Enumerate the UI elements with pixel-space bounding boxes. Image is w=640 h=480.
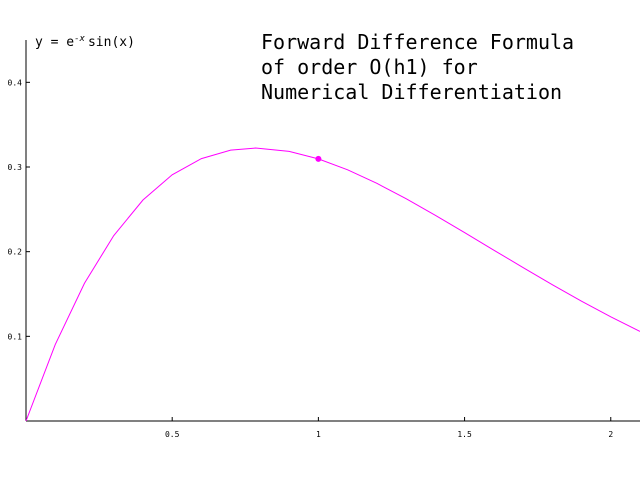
y-tick-label: 0.1 [8,332,23,341]
x-tick-label: 1.5 [457,430,472,439]
x-tick-label: 0.5 [165,430,180,439]
title-line-3: Numerical Differentiation [261,80,562,104]
function-label: y = e-x sin(x) [35,34,135,50]
function-label-exponent: -x [74,34,85,44]
function-label-rhs: sin(x) [88,35,135,50]
x-tick-label: 1 [316,430,321,439]
title-line-1: Forward Difference Formula [261,30,574,54]
y-tick-label: 0.3 [8,163,23,172]
ticks: 0.5 1 1.5 2 0.1 0.2 0.3 0.4 [8,78,614,439]
x-tick-label: 2 [608,430,613,439]
axes [25,40,640,422]
function-label-lhs: y = e [35,35,74,50]
title-line-2: of order O(h1) for [261,55,478,79]
series-line [25,147,640,422]
highlight-point [315,155,322,162]
y-tick-label: 0.2 [8,248,23,257]
y-tick-label: 0.4 [8,78,23,87]
